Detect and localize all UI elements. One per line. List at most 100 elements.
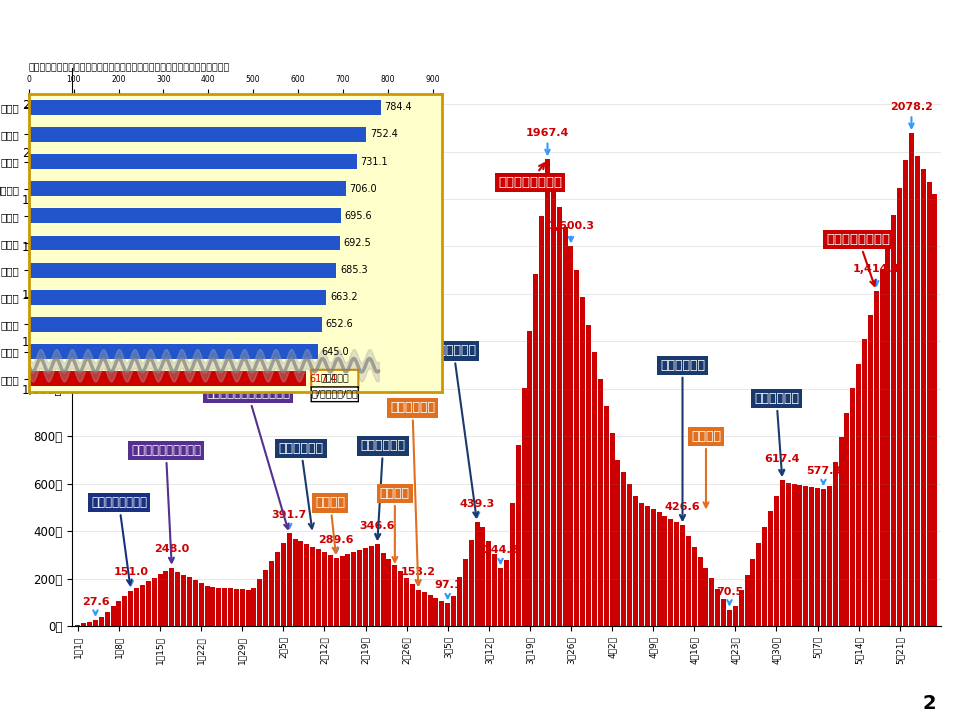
Bar (838, 437, 844, 626)
Bar (604, 406, 609, 626)
Bar (751, 559, 756, 626)
Bar (815, 488, 820, 626)
Bar (645, 506, 650, 626)
Bar (199, 583, 204, 626)
Bar (621, 472, 626, 626)
Bar (633, 496, 638, 626)
Bar (157, 575, 162, 626)
Bar (592, 351, 597, 626)
Bar (821, 489, 826, 626)
Text: 577.9: 577.9 (805, 466, 841, 484)
Bar (216, 588, 221, 626)
Bar (516, 446, 520, 626)
Text: 692.5: 692.5 (343, 238, 371, 248)
Bar (257, 579, 262, 626)
Bar (768, 511, 773, 626)
Bar (891, 215, 897, 626)
Bar (175, 572, 180, 626)
Bar (756, 543, 761, 626)
Text: 784.4: 784.4 (384, 102, 412, 112)
Bar (451, 595, 456, 626)
Text: 97.1: 97.1 (434, 580, 462, 598)
Text: 617.4: 617.4 (764, 454, 800, 474)
Bar (29, 208, 341, 223)
Bar (651, 509, 656, 626)
Bar (82, 624, 86, 626)
Bar (680, 525, 685, 626)
Bar (580, 297, 586, 626)
Bar (29, 290, 326, 305)
Text: 1,414.4: 1,414.4 (852, 264, 900, 285)
Bar (29, 263, 336, 278)
Bar (252, 588, 256, 626)
Text: 685.3: 685.3 (340, 265, 368, 275)
Text: 244.8: 244.8 (483, 545, 518, 563)
Bar (474, 522, 480, 626)
Bar (29, 127, 367, 142)
Bar (374, 544, 380, 626)
Bar (76, 625, 81, 626)
Bar (29, 181, 346, 196)
Text: 391.7: 391.7 (272, 510, 307, 528)
Bar (234, 589, 239, 626)
Bar (240, 589, 245, 626)
Bar (340, 557, 345, 626)
Bar (29, 235, 340, 251)
Bar (134, 588, 139, 626)
Text: 695.6: 695.6 (345, 211, 372, 221)
Bar (533, 274, 539, 626)
Text: 652.6: 652.6 (325, 320, 353, 330)
Bar (721, 599, 726, 626)
Bar (304, 544, 309, 626)
Text: １/１７～１/２３: １/１７～１/２３ (311, 390, 358, 399)
Bar (856, 364, 861, 626)
Text: 医療非常事態宣言: 医療非常事態宣言 (498, 163, 562, 189)
Bar (421, 592, 426, 626)
Text: 731.1: 731.1 (360, 156, 388, 166)
Text: 663.2: 663.2 (330, 292, 357, 302)
Bar (122, 596, 128, 626)
Bar (410, 584, 415, 626)
Bar (351, 552, 356, 626)
FancyBboxPatch shape (311, 387, 358, 402)
Bar (99, 617, 104, 626)
Text: 1967.4: 1967.4 (526, 128, 569, 154)
Bar (181, 575, 186, 626)
Bar (357, 550, 362, 626)
Bar (457, 577, 462, 626)
Bar (898, 188, 902, 626)
Bar (498, 568, 503, 626)
Text: 70.5: 70.5 (716, 587, 743, 605)
Text: 医療緊急警報: 医療緊急警報 (660, 359, 705, 520)
Bar (492, 554, 497, 626)
Bar (785, 482, 791, 626)
Bar (380, 553, 386, 626)
Bar (804, 486, 808, 626)
Bar (187, 577, 192, 626)
Bar (110, 606, 115, 626)
Bar (510, 503, 515, 626)
Bar (322, 552, 327, 626)
Bar (140, 585, 145, 626)
Text: 2078.2: 2078.2 (890, 102, 933, 128)
Bar (915, 156, 920, 626)
Bar (93, 620, 98, 626)
Bar (246, 590, 251, 626)
Bar (563, 227, 567, 626)
Bar (685, 536, 691, 626)
Bar (545, 159, 550, 626)
FancyBboxPatch shape (311, 370, 358, 387)
Bar (909, 133, 914, 626)
Bar (445, 603, 450, 626)
Text: 27.6: 27.6 (82, 597, 109, 615)
Bar (662, 516, 667, 626)
Bar (480, 526, 486, 626)
Text: まん延防止等重点措置: まん延防止等重点措置 (131, 444, 201, 562)
Bar (521, 388, 526, 626)
Bar (152, 578, 156, 626)
Text: 248.0: 248.0 (155, 544, 189, 562)
Text: 2: 2 (923, 694, 936, 713)
Text: 全国の直近１週間の人口１０万人当たりの新規感染者数（上位１０都道府県）: 全国の直近１週間の人口１０万人当たりの新規感染者数（上位１０都道府県） (29, 63, 230, 73)
Bar (222, 588, 228, 626)
Bar (932, 194, 937, 626)
